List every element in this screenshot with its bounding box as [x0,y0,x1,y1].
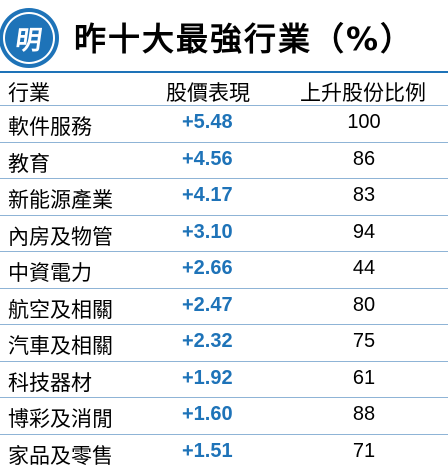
cell-performance: +1.92 [182,367,233,390]
cell-performance: +5.48 [182,111,233,134]
cell-ratio: 61 [324,367,404,390]
column-header-ratio: 上升股份比例 [300,77,426,107]
cell-ratio: 94 [324,221,404,244]
cell-performance: +1.51 [182,440,233,463]
cell-performance: +4.17 [182,184,233,207]
cell-sector: 內房及物管 [8,221,113,251]
table-row: 新能源產業 +4.17 83 [0,178,448,215]
cell-performance: +4.56 [182,148,233,171]
cell-sector: 新能源產業 [8,184,113,214]
logo-char: 明 [13,20,44,57]
table-body: 軟件服務 +5.48 100 教育 +4.56 86 新能源產業 +4.17 8… [0,105,448,470]
cell-sector: 科技器材 [8,367,92,397]
cell-ratio: 100 [324,111,404,134]
table-row: 汽車及相關 +2.32 75 [0,324,448,361]
cell-ratio: 88 [324,403,404,426]
cell-sector: 中資電力 [8,257,92,287]
table-row: 中資電力 +2.66 44 [0,251,448,288]
table-row: 科技器材 +1.92 61 [0,361,448,398]
table-row: 航空及相關 +2.47 80 [0,288,448,325]
header: 明 昨十大最強行業（%） [0,0,448,68]
cell-sector: 家品及零售 [8,440,113,470]
cell-sector: 博彩及消閒 [8,403,113,433]
cell-performance: +2.32 [182,330,233,353]
cell-sector: 軟件服務 [8,111,92,141]
cell-ratio: 75 [324,330,404,353]
cell-ratio: 83 [324,184,404,207]
table-row: 軟件服務 +5.48 100 [0,105,448,142]
cell-ratio: 80 [324,294,404,317]
cell-performance: +1.60 [182,403,233,426]
cell-sector: 汽車及相關 [8,330,113,360]
cell-ratio: 71 [324,440,404,463]
column-header-performance: 股價表現 [166,77,250,107]
cell-sector: 教育 [8,148,50,178]
column-header-row: 行業 股價表現 上升股份比例 [0,71,448,107]
table-row: 內房及物管 +3.10 94 [0,215,448,252]
cell-performance: +2.66 [182,257,233,280]
cell-ratio: 44 [324,257,404,280]
column-header-sector: 行業 [8,77,50,107]
table-row: 博彩及消閒 +1.60 88 [0,397,448,434]
cell-ratio: 86 [324,148,404,171]
page-title: 昨十大最強行業（%） [74,14,414,60]
cell-performance: +3.10 [182,221,233,244]
cell-performance: +2.47 [182,294,233,317]
table-row: 教育 +4.56 86 [0,142,448,179]
table-row: 家品及零售 +1.51 71 [0,434,448,470]
newspaper-logo: 明 [3,12,55,64]
cell-sector: 航空及相關 [8,294,113,324]
